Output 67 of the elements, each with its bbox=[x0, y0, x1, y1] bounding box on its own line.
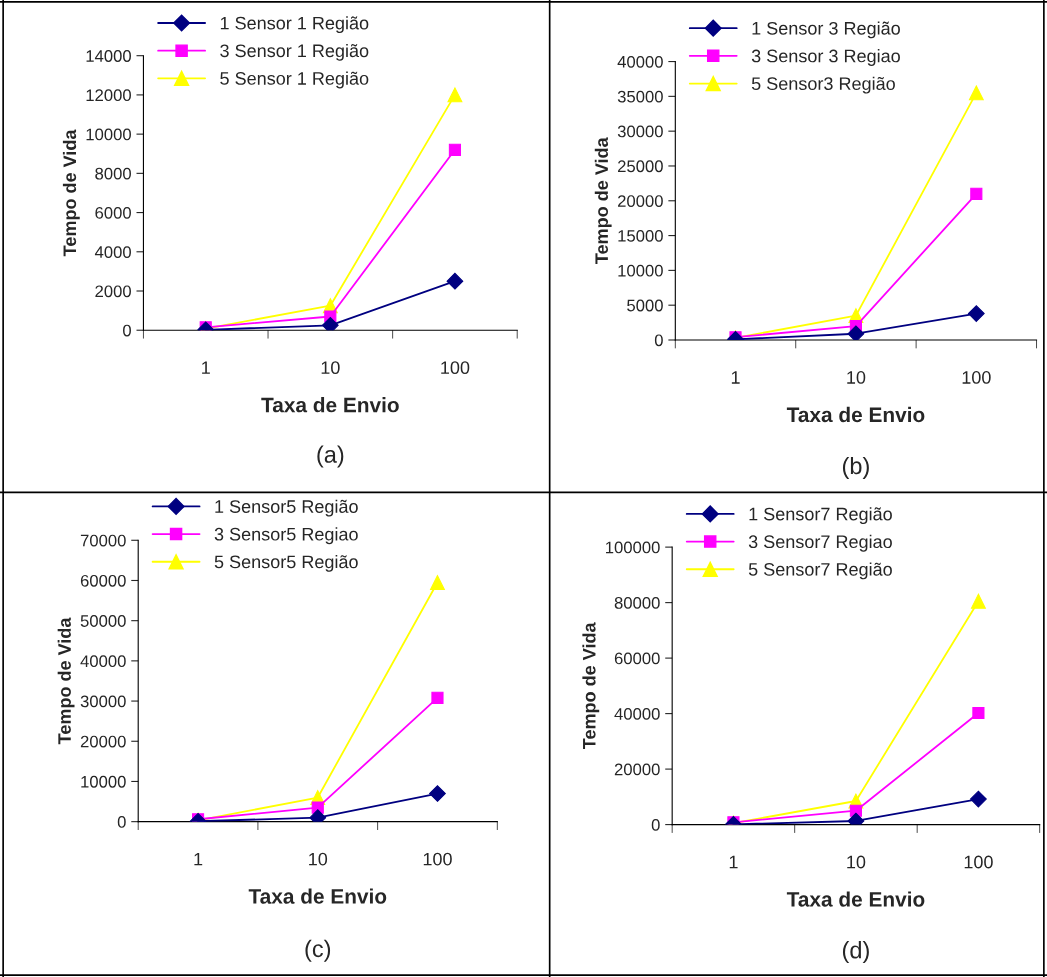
y-tick-label: 0 bbox=[117, 816, 126, 828]
x-tick-label: 10 bbox=[847, 855, 866, 869]
legend-label: 5 Sensor7 Região bbox=[748, 562, 892, 580]
y-tick-label: 2000 bbox=[95, 285, 131, 298]
y-tick-label: 8000 bbox=[95, 167, 131, 180]
x-tick-label: 10 bbox=[321, 361, 340, 375]
y-tick-label: 5000 bbox=[627, 299, 663, 312]
x-tick-label: 1 bbox=[194, 852, 203, 866]
y-tick-label: 25000 bbox=[618, 160, 663, 173]
x-tick-label: 100 bbox=[423, 852, 452, 866]
text: (d) bbox=[842, 941, 869, 964]
legend-label: 3 Sensor 1 Região bbox=[220, 43, 369, 61]
legend-label: 5 Sensor5 Região bbox=[214, 555, 358, 572]
y-tick-label: 20000 bbox=[618, 195, 663, 207]
y-tick-label: 20000 bbox=[614, 763, 660, 776]
legend-label: 1 Sensor7 Região bbox=[749, 507, 892, 524]
y-axis-title: Tempo de Vida bbox=[62, 129, 80, 257]
y-tick-label: 60000 bbox=[614, 652, 660, 665]
x-tick-label: 1 bbox=[202, 361, 210, 374]
legend-label: 5 Sensor 1 Região bbox=[220, 71, 369, 89]
x-tick-label: 100 bbox=[441, 361, 470, 375]
legend-label: 3 Sensor 3 Regiao bbox=[751, 49, 900, 66]
y-tick-label: 40000 bbox=[614, 708, 660, 720]
y-tick-label: 10000 bbox=[618, 264, 663, 277]
y-tick-label: 100000 bbox=[606, 541, 660, 554]
y-axis-title: Tempo de Vida bbox=[582, 622, 600, 750]
x-tick-label: 1 bbox=[731, 371, 740, 384]
y-tick-label: 6000 bbox=[95, 206, 131, 219]
y-tick-label: 10000 bbox=[81, 775, 126, 788]
legend-label: 3 Sensor5 Regiao bbox=[214, 527, 358, 545]
x-axis-title: Taxa de Envio bbox=[786, 891, 925, 907]
y-tick-label: 20000 bbox=[80, 735, 126, 748]
legend-label: 1 Sensor 3 Região bbox=[752, 21, 900, 39]
legend-label: 1 Sensor5 Região bbox=[215, 499, 358, 517]
y-tick-label: 60000 bbox=[80, 574, 126, 587]
text: (b) bbox=[842, 456, 869, 479]
y-tick-label: 30000 bbox=[617, 125, 663, 138]
y-tick-label: 30000 bbox=[80, 695, 126, 708]
y-tick-label: 0 bbox=[651, 818, 660, 831]
x-tick-label: 100 bbox=[964, 855, 993, 869]
y-tick-label: 80000 bbox=[614, 597, 660, 609]
text: (c) bbox=[305, 939, 331, 962]
y-axis-title: Tempo de Vida bbox=[57, 617, 75, 745]
legend-label: 3 Sensor7 Regiao bbox=[748, 534, 892, 552]
x-tick-label: 10 bbox=[309, 852, 328, 866]
y-tick-label: 10000 bbox=[86, 128, 131, 141]
x-tick-label: 10 bbox=[847, 371, 866, 384]
y-tick-label: 40000 bbox=[617, 55, 663, 68]
y-tick-label: 14000 bbox=[86, 50, 131, 62]
y-tick-label: 12000 bbox=[86, 89, 131, 102]
y-tick-label: 15000 bbox=[618, 229, 663, 242]
y-tick-label: 70000 bbox=[80, 534, 126, 547]
x-axis-title: Taxa de Envio bbox=[261, 397, 399, 413]
text: (a) bbox=[317, 445, 344, 468]
y-axis-title: Tempo de Vida bbox=[594, 137, 612, 264]
y-tick-label: 40000 bbox=[80, 655, 126, 668]
legend-label: 5 Sensor3 Região bbox=[751, 76, 895, 94]
legend-label: 1 Sensor 1 Região bbox=[220, 16, 369, 34]
y-tick-label: 0 bbox=[123, 324, 131, 337]
x-axis-title: Taxa de Envio bbox=[248, 888, 387, 904]
x-tick-label: 100 bbox=[962, 371, 991, 384]
y-tick-label: 4000 bbox=[94, 246, 131, 258]
y-tick-label: 35000 bbox=[617, 90, 663, 103]
y-tick-label: 50000 bbox=[80, 615, 126, 627]
x-axis-title: Taxa de Envio bbox=[786, 406, 925, 423]
x-tick-label: 1 bbox=[729, 855, 738, 869]
y-tick-label: 0 bbox=[654, 334, 663, 347]
